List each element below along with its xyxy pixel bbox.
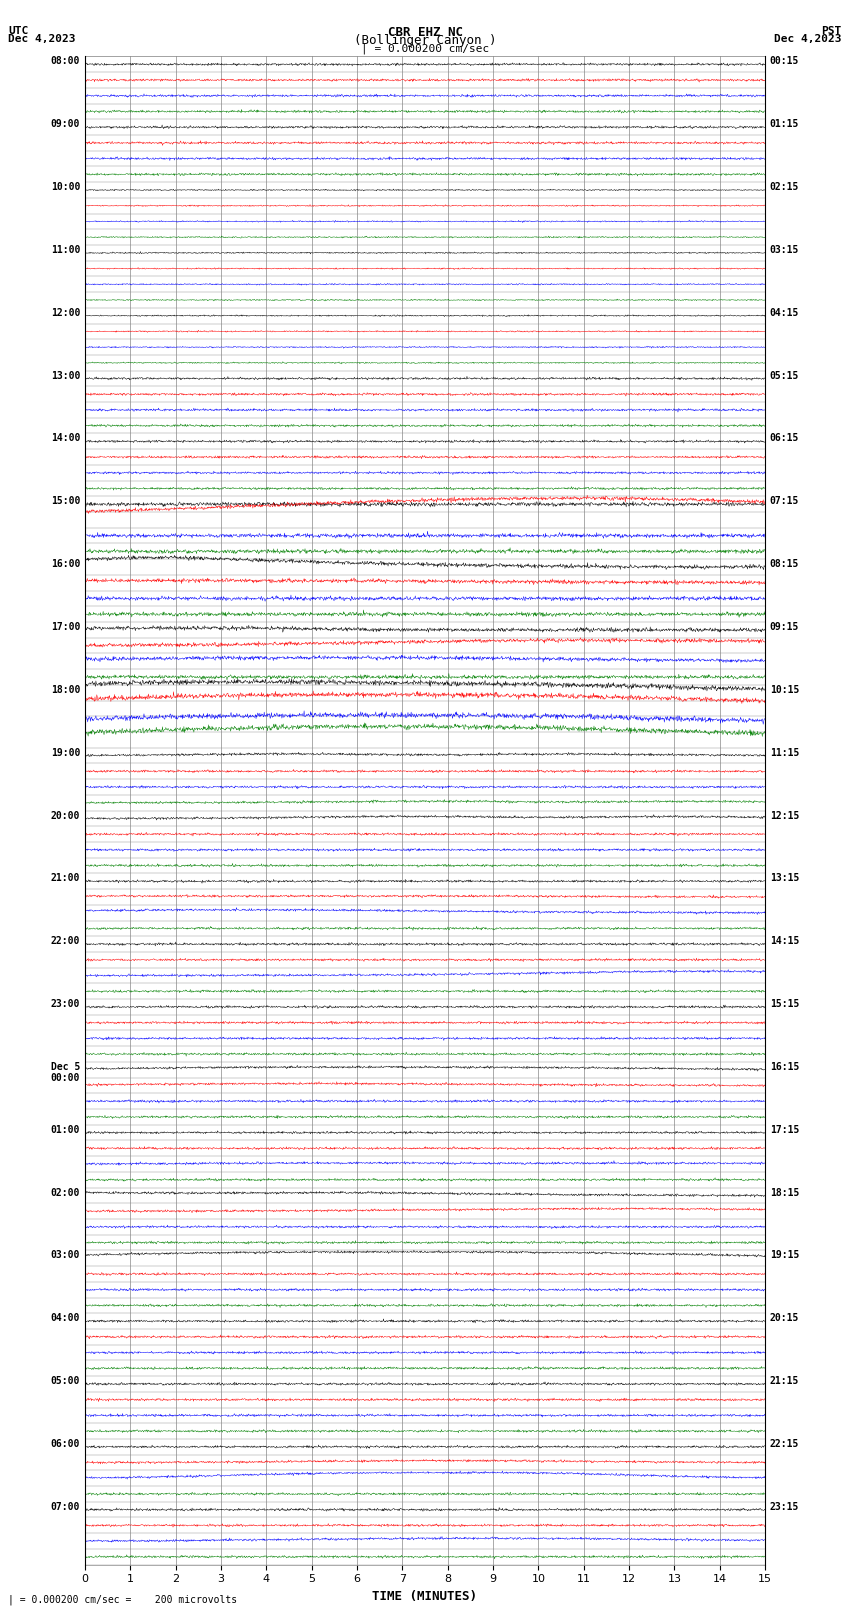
Text: | = 0.000200 cm/sec =    200 microvolts: | = 0.000200 cm/sec = 200 microvolts xyxy=(8,1594,238,1605)
X-axis label: TIME (MINUTES): TIME (MINUTES) xyxy=(372,1590,478,1603)
Text: | = 0.000200 cm/sec: | = 0.000200 cm/sec xyxy=(361,44,489,55)
Text: Dec 4,2023: Dec 4,2023 xyxy=(774,34,842,44)
Text: Dec 4,2023: Dec 4,2023 xyxy=(8,34,76,44)
Text: CBR EHZ NC: CBR EHZ NC xyxy=(388,26,462,39)
Text: PST: PST xyxy=(821,26,842,35)
Text: (Bollinger Canyon ): (Bollinger Canyon ) xyxy=(354,34,496,47)
Text: UTC: UTC xyxy=(8,26,29,35)
